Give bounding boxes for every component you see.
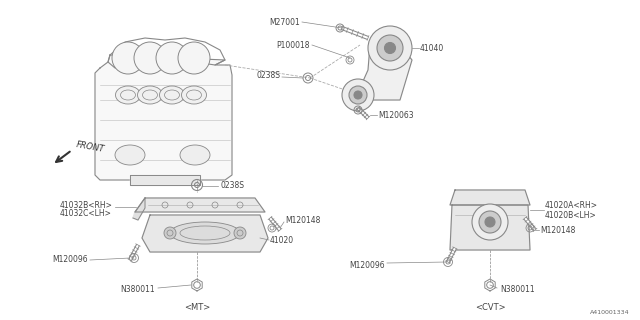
Polygon shape: [450, 205, 530, 250]
Circle shape: [342, 79, 374, 111]
Text: M120096: M120096: [52, 255, 88, 265]
Circle shape: [178, 42, 210, 74]
Text: M27001: M27001: [269, 18, 300, 27]
Text: M120148: M120148: [540, 226, 575, 235]
Text: FRONT: FRONT: [75, 140, 105, 154]
Circle shape: [156, 42, 188, 74]
Ellipse shape: [115, 145, 145, 165]
Text: P100018: P100018: [276, 41, 310, 50]
Ellipse shape: [138, 86, 163, 104]
Polygon shape: [450, 190, 530, 205]
Ellipse shape: [115, 86, 141, 104]
Text: N380011: N380011: [120, 285, 155, 294]
Circle shape: [234, 227, 246, 239]
Text: 41032C<LH>: 41032C<LH>: [60, 209, 112, 218]
Circle shape: [112, 42, 144, 74]
Circle shape: [164, 227, 176, 239]
Text: 41020B<LH>: 41020B<LH>: [545, 211, 596, 220]
Text: M120063: M120063: [378, 110, 413, 119]
Circle shape: [385, 43, 396, 53]
Text: 41020: 41020: [270, 236, 294, 244]
Text: 41032B<RH>: 41032B<RH>: [60, 201, 113, 210]
Ellipse shape: [170, 222, 240, 244]
Circle shape: [349, 86, 367, 104]
Ellipse shape: [182, 86, 207, 104]
Polygon shape: [130, 175, 200, 185]
Circle shape: [377, 35, 403, 61]
Circle shape: [368, 26, 412, 70]
Text: 0238S: 0238S: [256, 70, 280, 79]
Polygon shape: [95, 55, 232, 180]
Text: A410001334: A410001334: [590, 309, 630, 315]
Circle shape: [134, 42, 166, 74]
Text: M120148: M120148: [285, 215, 321, 225]
Circle shape: [354, 91, 362, 99]
Text: M120096: M120096: [349, 260, 385, 269]
Text: 41040: 41040: [420, 44, 444, 52]
Polygon shape: [133, 198, 145, 220]
Polygon shape: [135, 198, 265, 212]
Text: <MT>: <MT>: [184, 303, 210, 313]
Text: 0238S: 0238S: [220, 180, 244, 189]
Text: N380011: N380011: [500, 285, 534, 294]
Ellipse shape: [159, 86, 184, 104]
Text: 41020A<RH>: 41020A<RH>: [545, 201, 598, 210]
Polygon shape: [360, 45, 412, 100]
Circle shape: [485, 217, 495, 227]
Ellipse shape: [180, 145, 210, 165]
Polygon shape: [142, 215, 268, 252]
Text: <CVT>: <CVT>: [475, 303, 506, 313]
Circle shape: [472, 204, 508, 240]
Circle shape: [479, 211, 501, 233]
